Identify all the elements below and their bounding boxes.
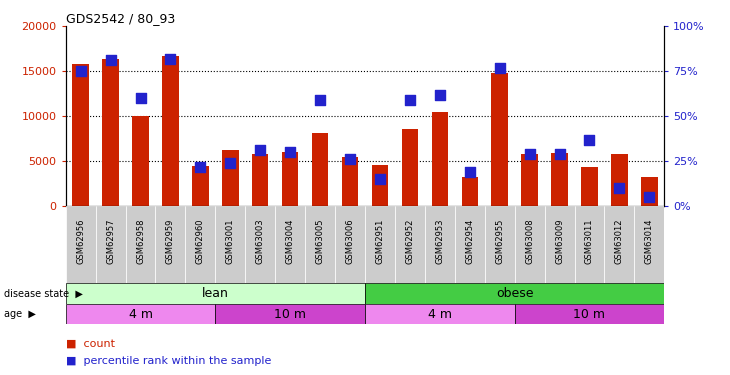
Bar	[365, 206, 395, 283]
Bar	[252, 154, 269, 206]
Bar	[491, 73, 508, 206]
Bar	[402, 129, 418, 206]
Text: GSM63004: GSM63004	[285, 218, 295, 264]
Bar	[275, 206, 305, 283]
Text: GSM62955: GSM62955	[495, 218, 504, 264]
Text: GSM63011: GSM63011	[585, 218, 594, 264]
Text: GSM62954: GSM62954	[465, 218, 474, 264]
Text: age  ▶: age ▶	[4, 309, 36, 319]
Text: ■  percentile rank within the sample: ■ percentile rank within the sample	[66, 356, 271, 366]
Point	[584, 136, 596, 142]
Text: disease state  ▶: disease state ▶	[4, 288, 82, 298]
Bar	[545, 206, 575, 283]
Bar	[162, 56, 179, 206]
Point	[105, 57, 117, 63]
Text: 4 m: 4 m	[128, 308, 153, 321]
Bar	[604, 206, 634, 283]
Text: GSM63003: GSM63003	[255, 218, 265, 264]
Bar	[155, 206, 185, 283]
Text: GSM63005: GSM63005	[315, 218, 325, 264]
Bar	[395, 206, 425, 283]
Point	[404, 97, 416, 103]
Bar	[66, 206, 96, 283]
Point	[165, 56, 177, 62]
Text: GSM62951: GSM62951	[375, 218, 385, 264]
Text: GDS2542 / 80_93: GDS2542 / 80_93	[66, 12, 175, 25]
Point	[254, 147, 266, 153]
Bar	[365, 304, 515, 324]
Point	[494, 64, 506, 70]
Point	[75, 68, 87, 74]
Bar	[222, 150, 239, 206]
Text: ■  count: ■ count	[66, 339, 115, 349]
Point	[345, 156, 356, 162]
Bar	[66, 304, 215, 324]
Bar	[72, 64, 89, 206]
Bar	[581, 166, 598, 206]
Bar	[485, 206, 515, 283]
Bar	[185, 206, 215, 283]
Point	[314, 97, 326, 103]
Bar	[634, 206, 664, 283]
Point	[134, 95, 146, 101]
Text: lean: lean	[202, 287, 228, 300]
Bar	[126, 206, 155, 283]
Point	[613, 185, 625, 191]
Bar	[521, 154, 538, 206]
Point	[554, 151, 566, 157]
Bar	[132, 116, 149, 206]
Bar	[425, 206, 455, 283]
Point	[524, 151, 536, 157]
Bar	[515, 304, 664, 324]
Bar	[245, 206, 275, 283]
Bar	[192, 166, 209, 206]
Bar	[312, 134, 328, 206]
Text: GSM62953: GSM62953	[435, 218, 445, 264]
Bar	[215, 206, 245, 283]
Text: obese: obese	[496, 287, 534, 300]
Bar	[96, 206, 126, 283]
Bar	[282, 152, 299, 206]
Text: 10 m: 10 m	[574, 308, 605, 321]
Bar	[575, 206, 604, 283]
Point	[285, 149, 296, 155]
Text: GSM62952: GSM62952	[405, 218, 415, 264]
Text: GSM63001: GSM63001	[226, 218, 235, 264]
Text: GSM63006: GSM63006	[345, 218, 355, 264]
Text: GSM62959: GSM62959	[166, 218, 175, 264]
Bar	[66, 283, 365, 304]
Point	[644, 194, 656, 200]
Point	[194, 164, 207, 170]
Text: GSM62958: GSM62958	[136, 218, 145, 264]
Text: 10 m: 10 m	[274, 308, 306, 321]
Bar	[335, 206, 365, 283]
Bar	[372, 165, 388, 206]
Bar	[431, 112, 448, 206]
Bar	[365, 283, 664, 304]
Bar	[641, 177, 658, 206]
Text: GSM63014: GSM63014	[645, 218, 654, 264]
Text: GSM62956: GSM62956	[76, 218, 85, 264]
Bar	[455, 206, 485, 283]
Text: GSM63008: GSM63008	[525, 218, 534, 264]
Point	[434, 92, 445, 98]
Bar	[551, 153, 568, 206]
Bar	[611, 154, 628, 206]
Bar	[461, 177, 478, 206]
Bar	[342, 157, 358, 206]
Point	[464, 169, 476, 175]
Bar	[102, 58, 119, 206]
Bar	[515, 206, 545, 283]
Text: 4 m: 4 m	[428, 308, 452, 321]
Text: GSM62957: GSM62957	[106, 218, 115, 264]
Text: GSM63012: GSM63012	[615, 218, 624, 264]
Text: GSM63009: GSM63009	[555, 218, 564, 264]
Bar	[215, 304, 365, 324]
Point	[225, 160, 237, 166]
Bar	[305, 206, 335, 283]
Text: GSM62960: GSM62960	[196, 218, 205, 264]
Point	[374, 176, 386, 182]
